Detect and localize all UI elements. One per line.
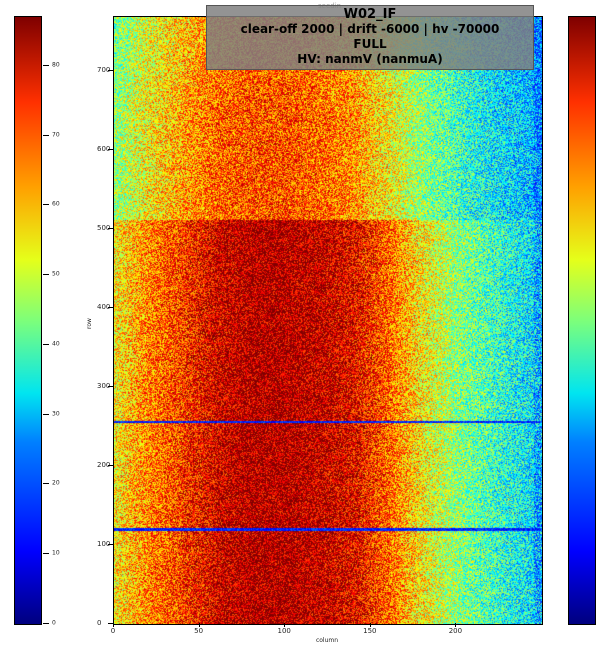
- title-line-4: HV: nanmV (nanmuA): [297, 52, 443, 66]
- x-tick-label: 150: [363, 627, 377, 635]
- colorbar-tick: [43, 274, 49, 276]
- colorbar-tick-label: 80: [52, 61, 60, 69]
- y-tick-label: 500: [97, 223, 111, 232]
- colorbar-tick: [43, 623, 49, 624]
- colorbar-tick-label: 70: [52, 131, 60, 139]
- colorbar-tick: [43, 64, 49, 66]
- colorbar-tick: [43, 413, 49, 415]
- colorbar-tick: [43, 343, 49, 345]
- x-tick-label: 200: [448, 627, 463, 635]
- x-axis-label: column: [315, 637, 339, 644]
- title-line-2: clear-off 2000 | drift -6000 | hv -70000: [240, 22, 500, 36]
- x-tick-label: 0: [110, 627, 116, 635]
- x-tick-label: 100: [277, 627, 291, 635]
- y-tick: [108, 227, 113, 229]
- y-tick: [108, 385, 113, 387]
- y-tick: [108, 464, 113, 466]
- colorbar-tick: [43, 553, 49, 555]
- y-tick-label: 0: [97, 619, 102, 627]
- colorbar-tick-label: 40: [52, 340, 60, 348]
- y-axis-label: row: [85, 318, 93, 329]
- title-line-1: W02_IF: [343, 7, 397, 22]
- x-tick: [369, 623, 371, 627]
- y-tick-label: 100: [97, 539, 111, 548]
- colorbar-tick-label: 60: [52, 200, 60, 208]
- colorbar-tick-label: 20: [52, 479, 60, 487]
- y-tick-label: 200: [97, 460, 111, 469]
- colorbar-tick: [43, 134, 49, 136]
- y-tick: [108, 148, 113, 150]
- x-tick: [198, 623, 200, 627]
- title-line-3: FULL: [353, 37, 387, 51]
- x-tick: [284, 623, 286, 627]
- colorbar-tick: [43, 204, 49, 206]
- colorbar-tick-label: 10: [52, 549, 60, 557]
- y-tick: [108, 69, 113, 71]
- colorbar-tick: [43, 483, 49, 485]
- y-tick-label: 600: [97, 144, 111, 153]
- title-box: W02_IF clear-off 2000 | drift -6000 | hv…: [206, 5, 534, 70]
- colorbar-tick-label: 0: [52, 619, 56, 627]
- x-tick: [113, 623, 114, 627]
- y-tick-label: 400: [97, 302, 111, 311]
- heatmap-canvas: [114, 17, 542, 624]
- y-tick-label: 700: [97, 65, 111, 74]
- y-tick: [108, 306, 113, 308]
- colorbar-right: [568, 16, 596, 625]
- colorbar-tick-label: 30: [52, 410, 60, 418]
- y-tick: [108, 623, 113, 624]
- colorbar-left: [14, 16, 42, 625]
- x-tick-label: 50: [194, 627, 204, 635]
- y-tick: [108, 543, 113, 545]
- y-tick-label: 300: [97, 381, 111, 390]
- colorbar-tick-label: 50: [52, 270, 60, 278]
- x-tick: [455, 623, 457, 627]
- heatmap-plot: [113, 16, 543, 625]
